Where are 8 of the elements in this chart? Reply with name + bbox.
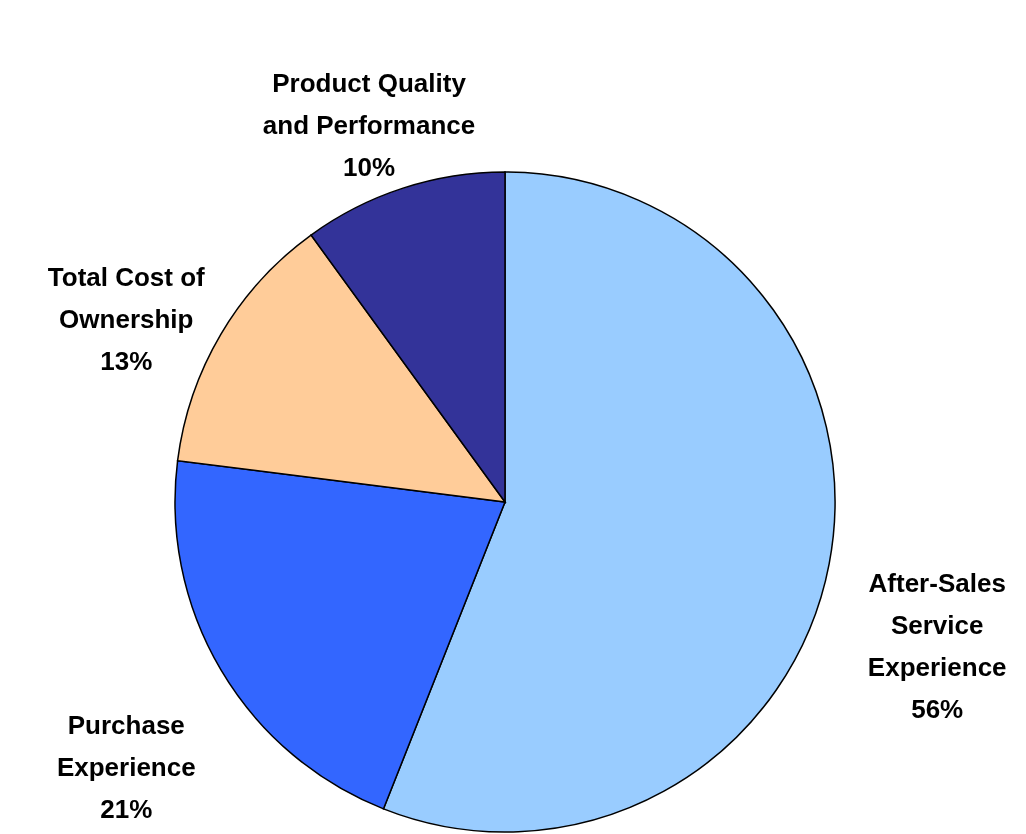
data-label: 13% bbox=[100, 346, 153, 377]
data-label: 56% bbox=[911, 694, 964, 725]
slice-label: Purchase Experience bbox=[56, 709, 196, 782]
slice-label: Product Quality and Performance bbox=[262, 67, 476, 140]
slice-label: After-Sales Service Experience bbox=[867, 568, 1007, 683]
data-label: 21% bbox=[100, 793, 153, 824]
data-label: 10% bbox=[343, 151, 396, 182]
slice-label: Total Cost of Ownership bbox=[47, 262, 206, 335]
